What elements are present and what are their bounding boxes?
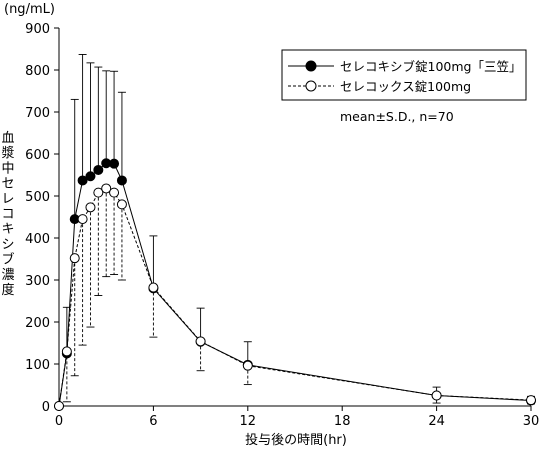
data-point-series-2	[101, 183, 112, 194]
y-axis-label-char: レ	[1, 192, 14, 207]
errorbar-layer	[62, 54, 535, 405]
y-axis-label-char: 濃	[1, 268, 14, 283]
y-tick-label: 400	[25, 232, 50, 247]
data-point-series-2	[148, 282, 159, 293]
data-point-series-2	[431, 390, 442, 401]
y-tick-label: 500	[25, 190, 50, 205]
y-axis-label-char: セ	[1, 177, 14, 192]
data-point-series-2	[195, 336, 206, 347]
data-point-series-1	[77, 175, 88, 186]
x-tick-label: 30	[523, 414, 539, 429]
y-axis-label-char: コ	[1, 207, 14, 222]
data-point-series-2	[116, 199, 127, 210]
legend-marker-series-1	[305, 60, 317, 72]
data-point-series-2	[61, 346, 72, 357]
series-line-2	[58, 187, 532, 407]
data-point-series-2	[526, 395, 536, 406]
x-tick-label: 0	[55, 414, 63, 429]
stats-annotation: mean±S.D., n=70	[340, 109, 454, 124]
data-point-series-2	[242, 360, 253, 371]
data-point-series-2	[69, 253, 80, 264]
y-axis-label-char: シ	[1, 237, 14, 252]
y-tick-label: 200	[25, 316, 50, 331]
data-point-series-2	[77, 214, 88, 225]
x-tick-label: 24	[428, 414, 445, 429]
data-point-series-2	[93, 187, 104, 198]
y-tick-label: 600	[25, 148, 50, 163]
x-tick-label: 18	[334, 414, 351, 429]
y-tick-label: 100	[25, 358, 50, 373]
y-axis-label-char: ブ	[1, 252, 14, 268]
y-tick-label: 700	[25, 106, 50, 121]
label-layer: (ng/mL) 投与後の時間(hr) mean±S.D., n=70	[4, 2, 454, 448]
legend: セレコキシブ錠100mg「三笠」 セレコックス錠100mg	[281, 49, 527, 101]
x-tick-label: 6	[149, 414, 157, 429]
x-axis-label: 投与後の時間(hr)	[245, 432, 347, 448]
legend-label-series-1: セレコキシブ錠100mg「三笠」	[340, 59, 521, 74]
series-layer	[58, 162, 532, 407]
data-point-series-2	[109, 187, 120, 198]
y-tick-label: 800	[25, 64, 50, 79]
marker-layer	[54, 158, 536, 411]
y-axis-label-char: 中	[1, 161, 14, 176]
y-tick-label: 300	[25, 274, 50, 289]
y-axis-label-char: 漿	[1, 146, 14, 161]
data-point-series-1	[85, 171, 96, 182]
legend-label-series-2: セレコックス錠100mg	[340, 79, 471, 94]
legend-marker-series-2	[305, 80, 317, 92]
data-point-series-2	[85, 202, 96, 213]
data-point-series-2	[54, 401, 64, 411]
y-axis-label-char: キ	[1, 222, 14, 237]
series-line-1	[58, 162, 532, 407]
data-point-series-1	[109, 158, 120, 169]
y-tick-label: 0	[42, 400, 50, 415]
legend-box	[281, 49, 527, 101]
y-tick-label: 900	[25, 22, 50, 37]
data-point-series-1	[93, 164, 104, 175]
y-axis-label-char: 度	[1, 282, 14, 298]
data-point-series-1	[116, 175, 127, 186]
y-unit-label: (ng/mL)	[4, 2, 55, 17]
axes-layer: 0 100 200 300 400 500 600 700 800 900 0 6 12 18 24 30	[25, 22, 539, 429]
x-tick-label: 12	[240, 414, 257, 429]
y-axis-label-char: 血	[1, 131, 14, 146]
